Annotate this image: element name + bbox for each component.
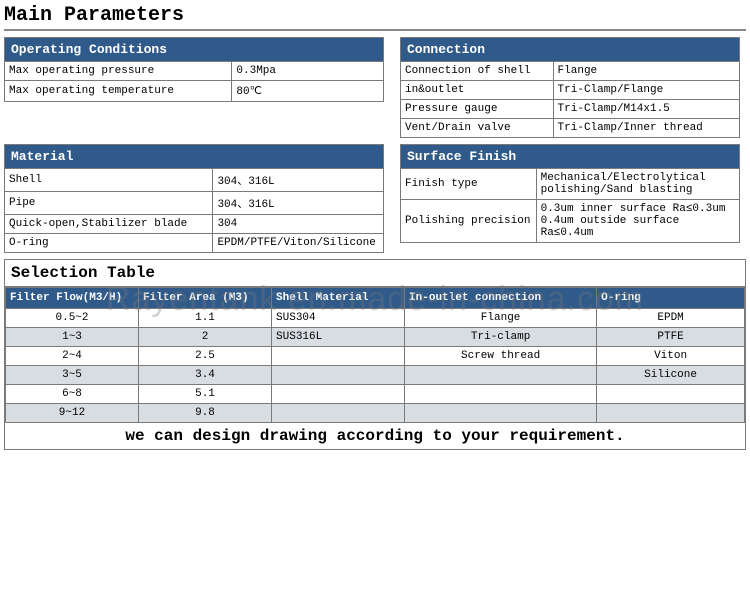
mat-value: 304、316L [213, 192, 384, 215]
table-row: Shell 304、316L [5, 169, 384, 192]
left-column: Material Shell 304、316L Pipe 304、316L Qu… [4, 144, 384, 253]
left-column: Operating Conditions Max operating press… [4, 37, 384, 102]
cell [272, 366, 405, 385]
cell: SUS304 [272, 309, 405, 328]
col-header: Filter Area (M3) [139, 288, 272, 309]
mat-label: O-ring [5, 234, 213, 253]
sf-label: Polishing precision [401, 200, 537, 243]
conn-value: Tri-Clamp/M14x1.5 [553, 100, 739, 119]
material-table: Material Shell 304、316L Pipe 304、316L Qu… [4, 144, 384, 253]
right-column: Connection Connection of shell Flange in… [400, 37, 740, 138]
table-row: 6~8 5.1 [6, 385, 745, 404]
cell: 6~8 [6, 385, 139, 404]
table-row: in&outlet Tri-Clamp/Flange [401, 81, 740, 100]
col-header: Filter Flow(M3/H) [6, 288, 139, 309]
mat-value: 304 [213, 215, 384, 234]
selection-table: Filter Flow(M3/H) Filter Area (M3) Shell… [5, 287, 745, 423]
cell: 0.5~2 [6, 309, 139, 328]
mat-label: Pipe [5, 192, 213, 215]
cell: Screw thread [405, 347, 597, 366]
table-row: Pressure gauge Tri-Clamp/M14x1.5 [401, 100, 740, 119]
oc-label: Max operating temperature [5, 81, 232, 102]
footer-note: we can design drawing according to your … [5, 423, 745, 447]
cell: 2~4 [6, 347, 139, 366]
conn-label: Vent/Drain valve [401, 119, 554, 138]
cell: 2.5 [139, 347, 272, 366]
page-title: Main Parameters [4, 0, 746, 31]
table-row: O-ring EPDM/PTFE/Viton/Silicone [5, 234, 384, 253]
sf-label: Finish type [401, 169, 537, 200]
table-row: 2~4 2.5 Screw thread Viton [6, 347, 745, 366]
surface-finish-header: Surface Finish [401, 145, 740, 169]
cell: Silicone [597, 366, 745, 385]
table-row: Max operating temperature 80℃ [5, 81, 384, 102]
cell: 3~5 [6, 366, 139, 385]
table-row: Max operating pressure 0.3Mpa [5, 62, 384, 81]
cell [405, 385, 597, 404]
mat-label: Shell [5, 169, 213, 192]
connection-table: Connection Connection of shell Flange in… [400, 37, 740, 138]
conn-label: Pressure gauge [401, 100, 554, 119]
table-row: 3~5 3.4 Silicone [6, 366, 745, 385]
mat-value: EPDM/PTFE/Viton/Silicone [213, 234, 384, 253]
material-header: Material [5, 145, 384, 169]
cell: 2 [139, 328, 272, 347]
oc-value: 80℃ [232, 81, 384, 102]
col-header: Shell Material [272, 288, 405, 309]
cell: 5.1 [139, 385, 272, 404]
mat-label: Quick-open,Stabilizer blade [5, 215, 213, 234]
cell: EPDM [597, 309, 745, 328]
cell [272, 347, 405, 366]
conn-label: in&outlet [401, 81, 554, 100]
table-row: Quick-open,Stabilizer blade 304 [5, 215, 384, 234]
table-row: 1~3 2 SUS316L Tri-clamp PTFE [6, 328, 745, 347]
cell [597, 385, 745, 404]
table-row: Connection of shell Flange [401, 62, 740, 81]
cell: 9.8 [139, 404, 272, 423]
cell: PTFE [597, 328, 745, 347]
cell [405, 404, 597, 423]
operating-conditions-header: Operating Conditions [5, 38, 384, 62]
sf-value: Mechanical/Electrolytical polishing/Sand… [536, 169, 739, 200]
cell [272, 385, 405, 404]
selection-table-title: Selection Table [5, 260, 745, 287]
oc-value: 0.3Mpa [232, 62, 384, 81]
right-column: Surface Finish Finish type Mechanical/El… [400, 144, 740, 243]
table-row: 0.5~2 1.1 SUS304 Flange EPDM [6, 309, 745, 328]
cell [597, 404, 745, 423]
table-row: Vent/Drain valve Tri-Clamp/Inner thread [401, 119, 740, 138]
conn-value: Tri-Clamp/Flange [553, 81, 739, 100]
top-grid: Operating Conditions Max operating press… [4, 37, 746, 138]
surface-finish-table: Surface Finish Finish type Mechanical/El… [400, 144, 740, 243]
conn-value: Tri-Clamp/Inner thread [553, 119, 739, 138]
selection-header-row: Filter Flow(M3/H) Filter Area (M3) Shell… [6, 288, 745, 309]
cell [272, 404, 405, 423]
cell: Tri-clamp [405, 328, 597, 347]
cell [405, 366, 597, 385]
cell: SUS316L [272, 328, 405, 347]
table-row: 9~12 9.8 [6, 404, 745, 423]
cell: 1~3 [6, 328, 139, 347]
sf-value: 0.3um inner surface Ra≤0.3um 0.4um outsi… [536, 200, 739, 243]
cell: Flange [405, 309, 597, 328]
selection-table-section: Selection Table Filter Flow(M3/H) Filter… [4, 259, 746, 450]
mat-value: 304、316L [213, 169, 384, 192]
cell: 1.1 [139, 309, 272, 328]
operating-conditions-table: Operating Conditions Max operating press… [4, 37, 384, 102]
table-row: Polishing precision 0.3um inner surface … [401, 200, 740, 243]
conn-label: Connection of shell [401, 62, 554, 81]
cell: 9~12 [6, 404, 139, 423]
oc-label: Max operating pressure [5, 62, 232, 81]
col-header: In-outlet connection [405, 288, 597, 309]
table-row: Finish type Mechanical/Electrolytical po… [401, 169, 740, 200]
table-row: Pipe 304、316L [5, 192, 384, 215]
connection-header: Connection [401, 38, 740, 62]
conn-value: Flange [553, 62, 739, 81]
cell: 3.4 [139, 366, 272, 385]
col-header: O-ring [597, 288, 745, 309]
cell: Viton [597, 347, 745, 366]
mid-grid: Material Shell 304、316L Pipe 304、316L Qu… [4, 144, 746, 253]
